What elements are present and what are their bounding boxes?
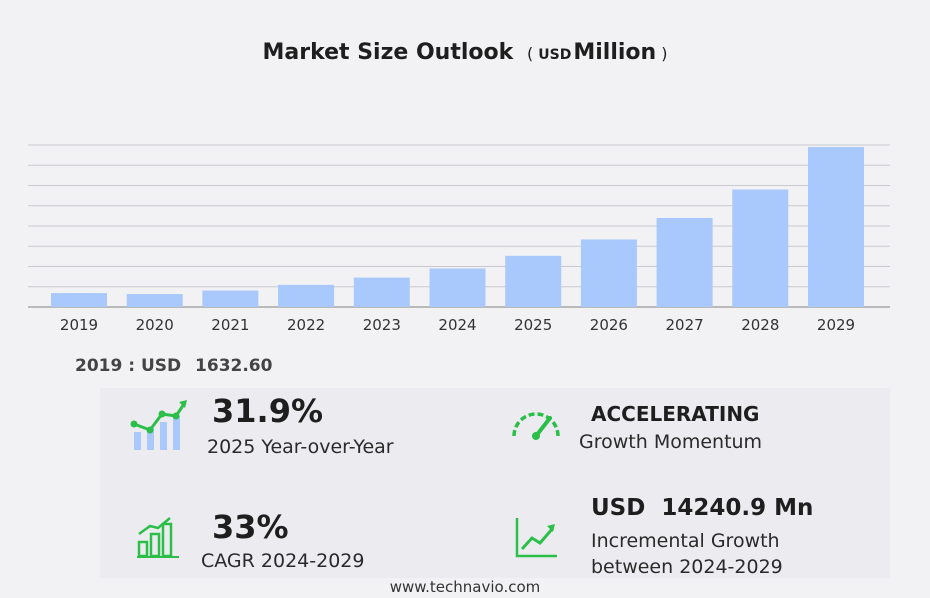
x-tick-label: 2029 [817,316,855,334]
x-tick-label: 2023 [363,316,401,334]
cagr-label: CAGR 2024-2029 [201,550,365,572]
bar-2021 [202,290,259,307]
x-tick-label: 2022 [287,316,325,334]
bar-growth-icon [137,517,179,558]
x-tick-label: 2028 [741,316,779,334]
x-tick-label: 2025 [514,316,552,334]
yoy-value: 31.9% [212,392,324,430]
x-tick-label: 2026 [590,316,628,334]
incremental-label-line1: Incremental Growth [591,530,780,552]
bar-2028 [732,189,789,307]
source-footer: www.technavio.com [389,578,541,596]
bar-2024 [429,268,486,307]
momentum-value: ACCELERATING [591,402,760,426]
x-tick-label: 2027 [666,316,704,334]
bar-2027 [656,217,713,307]
chart-title: Market Size Outlook ( USDMillion ) [0,40,930,65]
cagr-value: 33% [212,508,289,546]
bar-2023 [353,277,410,307]
momentum-label: Growth Momentum [579,431,763,453]
chart-title-text: Market Size Outlook [262,40,514,65]
x-tick-label: 2019 [60,316,98,334]
bar-2029 [808,147,864,307]
x-tick-label: 2021 [211,316,249,334]
x-tick-label: 2020 [136,316,174,334]
bar-2026 [580,239,637,307]
yoy-label: 2025 Year-over-Year [207,436,394,458]
bar-2022 [278,284,335,307]
kpi-panel [100,388,890,578]
incremental-label-line2: between 2024-2029 [591,556,783,578]
bar-2025 [505,255,562,307]
x-tick-label: 2024 [438,316,476,334]
bar-2020 [126,294,183,307]
incremental-value: USD 14240.9 Mn [591,495,814,521]
baseline-label: 2019 : USD [75,356,182,376]
growth-chart-icon [130,400,187,450]
bar-chart: 2019 2020 2021 2022 2023 2024 2025 2026 2027 2028… [28,144,890,334]
baseline-value: 1632.60 [195,356,273,376]
speedometer-icon [512,412,560,440]
chart-unit: ( USDMillion ) [526,40,668,65]
trend-line-icon [515,518,557,558]
bar-2019 [51,293,107,307]
baseline-stat: 2019 : USD 1632.60 [75,356,272,376]
